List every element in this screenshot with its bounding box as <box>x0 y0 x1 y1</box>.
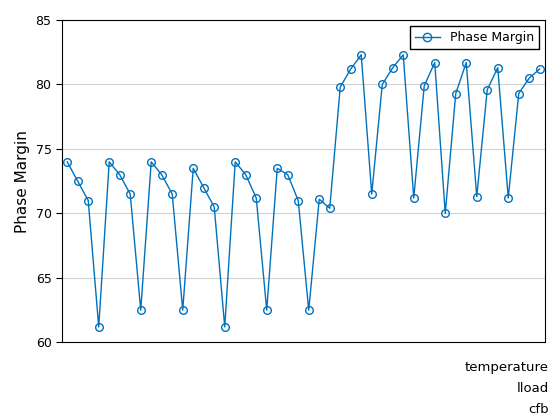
Legend: Phase Margin: Phase Margin <box>409 26 539 49</box>
Text: cfb: cfb <box>528 403 549 416</box>
Y-axis label: Phase Margin: Phase Margin <box>15 130 30 233</box>
Text: lload: lload <box>516 382 549 395</box>
Text: temperature: temperature <box>465 361 549 374</box>
